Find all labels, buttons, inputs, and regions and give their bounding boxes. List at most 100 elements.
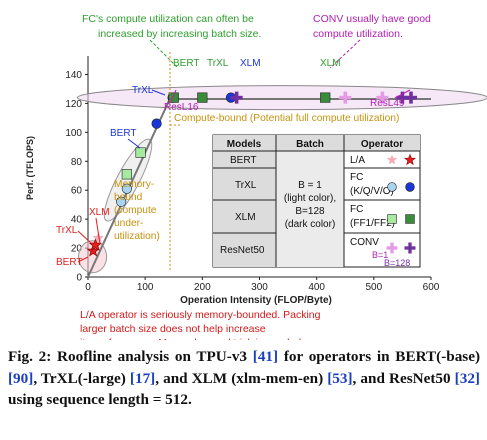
caption-text-4: , and XLM (xlm-mem-en) [155,369,328,387]
caption-ref-90[interactable]: [90] [8,369,34,387]
table-op-fc-ff-2: (FF1/FF2) [350,218,395,229]
plot-ellipses [76,85,487,274]
y-tick-label: 80 [71,157,83,168]
x-tick-label: 0 [85,282,91,293]
legend-cross-light-h [386,246,398,250]
label-bert-mid: BERT [110,128,137,139]
table-batch-line4: (dark color) [285,219,336,230]
point-circle-light-1 [121,183,132,194]
memory-bound-label-1: Memory- [114,179,154,190]
y-tick-label: 40 [71,215,83,226]
table-batch-line2: (light color), [284,193,336,204]
x-tick-label: 100 [137,282,154,293]
legend-circle-dark [405,182,415,192]
label-resl16: ResL16 [164,102,199,113]
caption-text-3: , TrXL(-large) [33,369,130,387]
pointer-bert-low [77,256,89,263]
memory-bound-label-4: under- [114,218,143,229]
label-xlm-top: XLM [240,58,261,69]
point-square-dark-0 [168,92,179,103]
la-note-line1: L/A operator is seriously memory-bounded… [80,309,321,321]
table-model-resnet50: ResNet50 [220,245,265,256]
label-resl49: ResL49 [370,98,405,109]
y-tick-label: 100 [65,128,82,139]
y-tick-label: 20 [71,244,83,255]
label-xlm-right: XLM [320,58,341,69]
point-cross-dark-2 [404,91,417,104]
label-bert-low: BERT [56,257,83,268]
label-xlm-low: XLM [89,207,110,218]
memory-bound-label-5: utilization) [114,231,160,242]
table-batch-line3: B=128 [295,206,325,217]
table-conv-b128: B=128 [384,258,410,268]
table-op-fc-ff-1: FC [350,204,363,215]
point-cross-light-1-h [376,95,389,100]
legend-square-dark [405,214,415,224]
legend-cross-dark [404,242,416,254]
point-square-light-0 [121,169,132,180]
caption-text-1: Fig. 2: Roofline analysis on TPU-v3 [8,348,253,365]
table-batch-line1: B = 1 [298,180,322,191]
table-op-conv: CONV [350,237,379,248]
caption-ref-17[interactable]: [17] [129,369,156,387]
roofline-figure: FC's compute utilization can often be in… [25,13,487,340]
conv-note-line2: compute utilization. [313,28,403,40]
point-square-light-1 [135,147,146,158]
table-op-fc-kqvo-1: FC [350,172,363,183]
y-tick-label: 140 [65,70,82,81]
la-note-line2: larger batch size does not help increase [80,323,266,335]
x-tick-label: 600 [423,282,440,293]
label-trxl-left: TrXL [132,85,154,96]
y-tick-label: 120 [65,99,82,110]
table-model-xlm: XLM [235,212,256,223]
point-cross-dark-2-h [404,95,417,100]
caption-text-5: , and ResNet50 [352,369,455,387]
figure-caption: Fig. 2: Roofline analysis on TPU-v3 [41]… [8,346,480,411]
table-op-fc-kqvo-2: (K/Q/V/O) [350,186,394,197]
table-header-batch: Batch [296,139,324,150]
memory-bound-la-ellipse [78,240,108,274]
label-trxl-low: TrXL [56,225,78,236]
legend-markers [386,153,417,254]
y-tick-label: 0 [76,273,82,284]
legend-star-dark [403,153,417,166]
point-cross-dark-0 [230,91,243,104]
caption-text-6: using sequence length = 512. [8,391,192,408]
caption-text-2: for operators in BERT(-base) [278,348,480,365]
caption-ref-32[interactable]: [32] [454,369,480,387]
point-cross-light-0 [339,91,352,104]
pointer-trxl-left [151,89,166,96]
point-circle-light-0 [116,196,127,207]
point-cross-dark-1 [396,91,409,104]
legend-circle-light [387,182,397,192]
caption-ref-53[interactable]: [53] [327,369,353,387]
pointer-xlm-low [95,217,101,245]
memory-bound-fc-ellipse [103,138,153,222]
point-star-light-1 [92,231,104,243]
table-header-operator: Operator [361,139,403,150]
point-cross-light-0-h [339,95,352,100]
table-op-la: L/A [350,155,365,166]
caption-ref-41[interactable]: [41] [252,348,279,365]
conv-note-line1: CONV usually have good [313,13,431,25]
fc-note-pointer [149,39,179,69]
x-tick-label: 400 [308,282,325,293]
point-cross-light-1 [376,91,389,104]
legend-cross-light [386,242,398,254]
point-cross-dark-0-h [230,95,243,100]
la-note-line3: its performance. More advanced trick is … [80,337,304,340]
memory-bound-label-3: (compute [114,205,157,216]
legend-table: Models Batch Operator BERT TrXL XLM ResN… [212,134,421,268]
memory-bound-label-2: bound [114,192,143,203]
conv-note-pointer [329,39,361,69]
x-tick-label: 200 [194,282,211,293]
legend-cross-dark-h [404,246,416,250]
label-trxl-top: TrXL [207,58,229,69]
point-circle-dark-0 [151,118,162,129]
point-square-dark-1 [197,92,208,103]
legend-square-light [387,214,397,224]
x-axis-title: Operation Intensity (FLOP/Byte) [180,295,332,306]
table-model-trxl: TrXL [235,180,257,191]
label-bert-top: BERT [173,58,200,69]
point-cross-dark-1-h [396,95,409,100]
